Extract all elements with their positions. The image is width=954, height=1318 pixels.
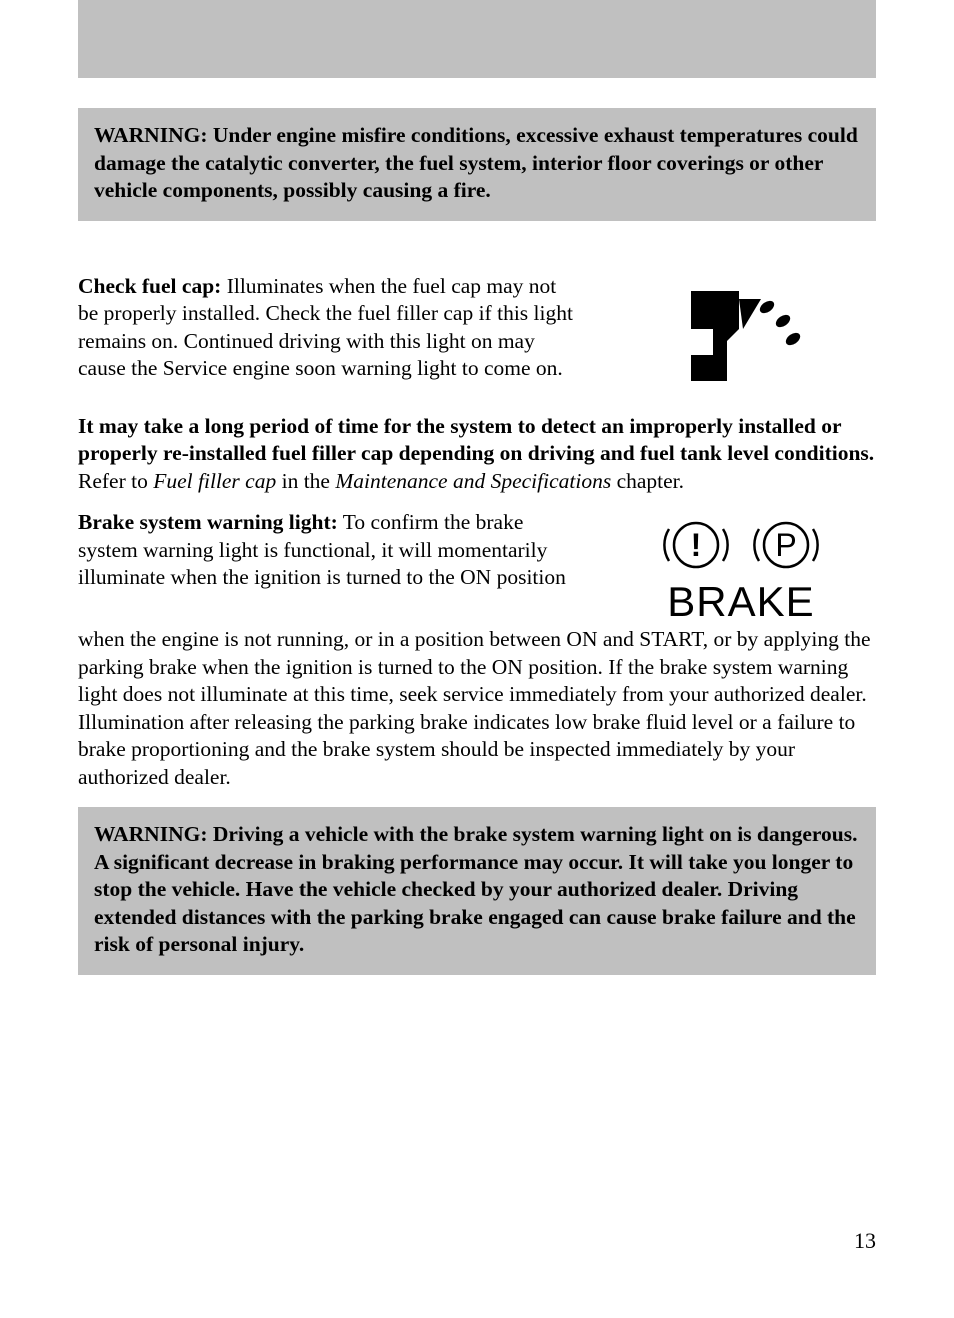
warning-box-misfire: WARNING: Under engine misfire conditions… (78, 108, 876, 221)
brake-p-letter: P (775, 527, 796, 563)
brake-label-text: BRAKE (641, 578, 841, 626)
fuel-cap-heading: Check fuel cap: (78, 274, 221, 298)
section-check-fuel-cap: Check fuel cap: Illuminates when the fue… (78, 273, 876, 496)
fuel-cap-note-t1: Refer to (78, 469, 153, 493)
header-bar (78, 0, 876, 78)
fuel-cap-note-t3: chapter. (611, 469, 684, 493)
warning-box-brake: WARNING: Driving a vehicle with the brak… (78, 807, 876, 975)
fuel-cap-note-t2: in the (276, 469, 335, 493)
brake-paragraph-top: Brake system warning light: To confirm t… (78, 509, 576, 592)
brake-icon-wrap: ! P BRAKE (606, 509, 876, 626)
fuel-cap-note-i1: Fuel filler cap (153, 469, 276, 493)
brake-exclamation: ! (691, 527, 702, 563)
warning-label-2: WARNING: (94, 822, 213, 846)
brake-icon: ! P (641, 515, 841, 575)
fuel-cap-paragraph: Check fuel cap: Illuminates when the fue… (78, 273, 576, 383)
brake-heading: Brake system warning light: (78, 510, 338, 534)
fuel-cap-note: It may take a long period of time for th… (78, 413, 876, 496)
fuel-cap-icon (661, 279, 821, 399)
fuel-cap-note-i2: Maintenance and Specifications (335, 469, 611, 493)
section-brake-warning: Brake system warning light: To confirm t… (78, 509, 876, 791)
page-content: WARNING: Under engine misfire conditions… (78, 0, 876, 975)
brake-paragraph-continuation: when the engine is not running, or in a … (78, 626, 876, 791)
warning-label: WARNING: (94, 123, 213, 147)
fuel-cap-icon-wrap (606, 273, 876, 399)
page-number: 13 (854, 1228, 876, 1254)
fuel-cap-note-bold: It may take a long period of time for th… (78, 414, 874, 466)
